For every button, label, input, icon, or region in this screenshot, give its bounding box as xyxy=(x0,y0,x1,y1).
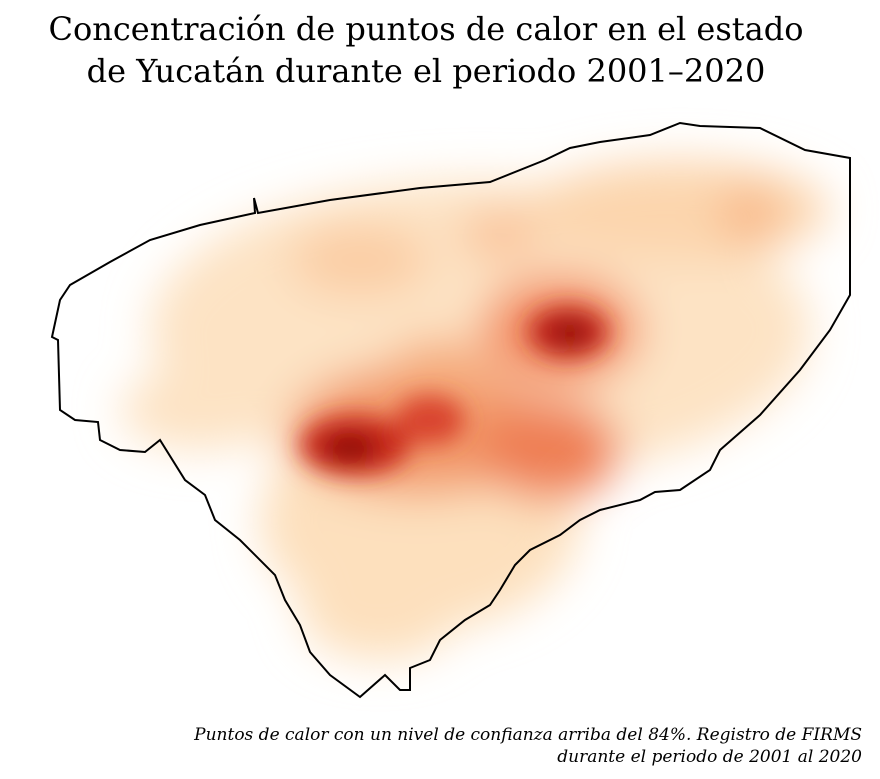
heatmap xyxy=(120,160,830,660)
state-outline xyxy=(50,121,851,699)
heatmap-core xyxy=(300,306,608,475)
title-line: de Yucatán durante el periodo 2001–2020 xyxy=(87,52,766,90)
caption-line: durante el periodo de 2001 al 2020 xyxy=(557,747,862,767)
caption-line: Puntos de calor con un nivel de confianz… xyxy=(193,725,862,745)
title-line: Concentración de puntos de calor en el e… xyxy=(49,10,804,48)
